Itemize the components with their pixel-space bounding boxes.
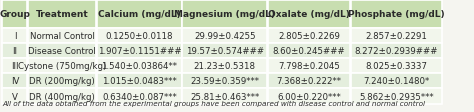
Text: 7.240±0.1480*: 7.240±0.1480*: [364, 77, 429, 86]
Text: Calcium (mg/dL): Calcium (mg/dL): [98, 10, 181, 19]
Bar: [97, 58, 182, 74]
Text: Magnesium (mg/dL): Magnesium (mg/dL): [174, 10, 275, 19]
Text: V: V: [12, 92, 18, 101]
Bar: [268, 58, 350, 74]
Bar: [268, 28, 350, 43]
Bar: [2, 43, 27, 58]
Text: 21.23±0.5318: 21.23±0.5318: [194, 62, 255, 70]
Bar: [351, 89, 442, 104]
Bar: [351, 1, 442, 28]
Bar: [182, 28, 267, 43]
Text: 7.798±0.2045: 7.798±0.2045: [278, 62, 340, 70]
Text: Phosphate (mg/dL): Phosphate (mg/dL): [348, 10, 445, 19]
Text: III: III: [11, 62, 18, 70]
Bar: [351, 58, 442, 74]
Text: 23.59±0.359***: 23.59±0.359***: [190, 77, 259, 86]
Text: 0.6340±0.087***: 0.6340±0.087***: [102, 92, 177, 101]
Bar: [182, 43, 267, 58]
Text: IV: IV: [11, 77, 19, 86]
Bar: [28, 43, 96, 58]
Text: 0.1250±0.0118: 0.1250±0.0118: [106, 31, 173, 40]
Bar: [28, 89, 96, 104]
Bar: [97, 1, 182, 28]
Bar: [28, 58, 96, 74]
Bar: [182, 1, 267, 28]
Bar: [182, 89, 267, 104]
Bar: [28, 28, 96, 43]
Bar: [2, 74, 27, 89]
Bar: [351, 74, 442, 89]
Text: 1.907±0.1151###: 1.907±0.1151###: [98, 46, 181, 55]
Bar: [268, 1, 350, 28]
Bar: [351, 28, 442, 43]
Bar: [2, 89, 27, 104]
Text: Group: Group: [0, 10, 30, 19]
Text: 2.857±0.2291: 2.857±0.2291: [365, 31, 428, 40]
Text: 6.00±0.220***: 6.00±0.220***: [277, 92, 341, 101]
Text: 2.805±0.2269: 2.805±0.2269: [278, 31, 340, 40]
Bar: [2, 1, 27, 28]
Bar: [97, 74, 182, 89]
Text: Cystone (750mg/kg): Cystone (750mg/kg): [18, 62, 107, 70]
Text: Oxalate (mg/dL): Oxalate (mg/dL): [268, 10, 350, 19]
Bar: [28, 1, 96, 28]
Text: II: II: [12, 46, 18, 55]
Text: DR (200mg/kg): DR (200mg/kg): [29, 77, 95, 86]
Bar: [182, 74, 267, 89]
Bar: [28, 74, 96, 89]
Text: Treatment: Treatment: [36, 10, 89, 19]
Text: 19.57±0.574###: 19.57±0.574###: [186, 46, 264, 55]
Bar: [97, 89, 182, 104]
Bar: [268, 43, 350, 58]
Text: Normal Control: Normal Control: [30, 31, 95, 40]
Bar: [351, 43, 442, 58]
Text: 1.015±0.0483***: 1.015±0.0483***: [102, 77, 177, 86]
Text: All of the data obtained from the experimental groups have been compared with di: All of the data obtained from the experi…: [2, 100, 425, 106]
Text: I: I: [14, 31, 16, 40]
Text: DR (400mg/kg): DR (400mg/kg): [29, 92, 95, 101]
Text: 8.272±0.2939###: 8.272±0.2939###: [355, 46, 438, 55]
Text: 8.60±0.245###: 8.60±0.245###: [273, 46, 345, 55]
Bar: [2, 28, 27, 43]
Text: 25.81±0.463***: 25.81±0.463***: [190, 92, 259, 101]
Bar: [268, 74, 350, 89]
Bar: [268, 89, 350, 104]
Text: Disease Control: Disease Control: [28, 46, 96, 55]
Text: 8.025±0.3337: 8.025±0.3337: [365, 62, 428, 70]
Text: 7.368±0.222**: 7.368±0.222**: [276, 77, 341, 86]
Bar: [182, 58, 267, 74]
Bar: [97, 43, 182, 58]
Bar: [97, 28, 182, 43]
Bar: [2, 58, 27, 74]
Text: 5.862±0.2935***: 5.862±0.2935***: [359, 92, 434, 101]
Text: 1.540±0.03864**: 1.540±0.03864**: [101, 62, 177, 70]
Text: 29.99±0.4255: 29.99±0.4255: [194, 31, 255, 40]
